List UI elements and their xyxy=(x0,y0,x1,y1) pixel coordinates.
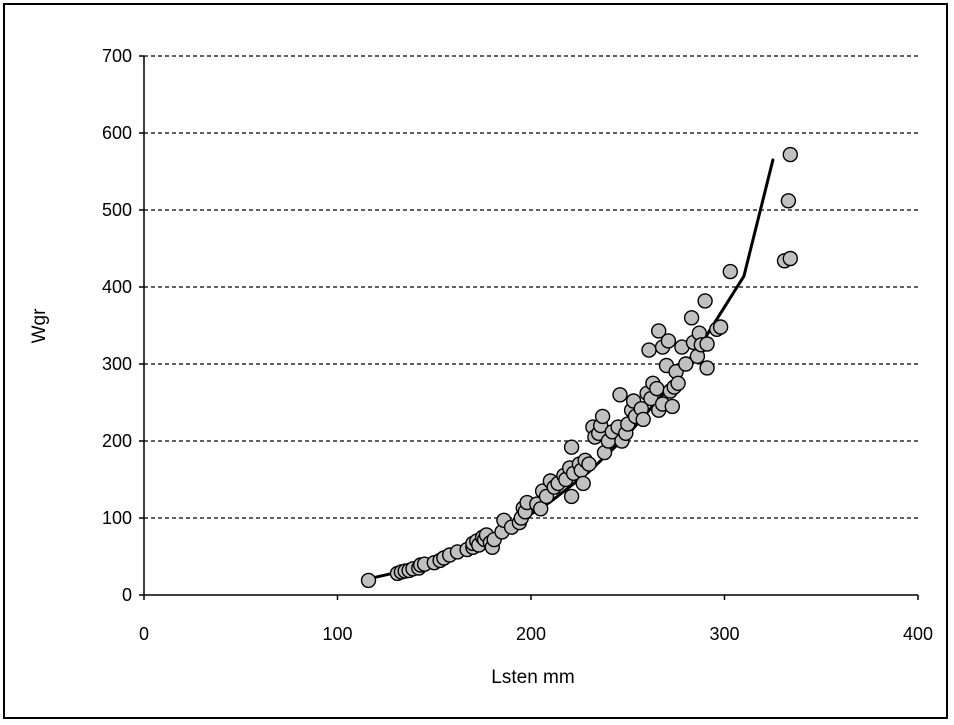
x-tick-label-0: 0 xyxy=(139,624,149,644)
y-tick-label-400: 400 xyxy=(102,277,132,297)
y-tick-label-600: 600 xyxy=(102,123,132,143)
data-point xyxy=(664,398,680,415)
data-points xyxy=(360,146,798,589)
data-point xyxy=(533,501,549,517)
data-point xyxy=(782,250,798,267)
data-point xyxy=(699,360,715,376)
y-tick-label-300: 300 xyxy=(102,354,132,374)
axes xyxy=(139,55,919,600)
data-point xyxy=(780,193,797,209)
data-point xyxy=(612,387,628,403)
data-point xyxy=(670,375,686,391)
x-axis-label: Lsten mm xyxy=(491,667,574,688)
data-point xyxy=(712,319,729,335)
data-point xyxy=(649,380,665,397)
data-point xyxy=(683,310,700,326)
y-axis-label: Wgr xyxy=(29,308,50,344)
x-tick-label-400: 400 xyxy=(903,624,933,644)
data-point xyxy=(563,488,580,505)
data-point xyxy=(699,336,715,352)
data-point xyxy=(697,293,713,309)
x-tick-label-100: 100 xyxy=(322,624,352,644)
data-point xyxy=(722,263,738,280)
tick-labels: 0 100 200 300 400 500 600 700 0 100 200 300 400 xyxy=(102,46,933,644)
x-tick-label-200: 200 xyxy=(516,624,546,644)
y-tick-label-0: 0 xyxy=(122,585,132,605)
data-point xyxy=(660,333,677,349)
data-point xyxy=(678,356,694,372)
data-point xyxy=(782,146,798,163)
y-tick-label-700: 700 xyxy=(102,46,132,66)
y-tick-label-500: 500 xyxy=(102,200,132,220)
data-point xyxy=(563,439,580,455)
data-point xyxy=(360,572,377,589)
chart-frame xyxy=(3,3,948,719)
data-point xyxy=(651,323,667,339)
data-point xyxy=(635,411,651,428)
data-point xyxy=(641,342,657,358)
y-tick-label-100: 100 xyxy=(102,508,132,528)
gridlines xyxy=(144,55,918,519)
data-point xyxy=(581,456,597,472)
x-tick-label-300: 300 xyxy=(709,624,739,644)
y-tick-label-200: 200 xyxy=(102,431,132,451)
data-point xyxy=(594,408,611,425)
data-point xyxy=(575,475,591,492)
